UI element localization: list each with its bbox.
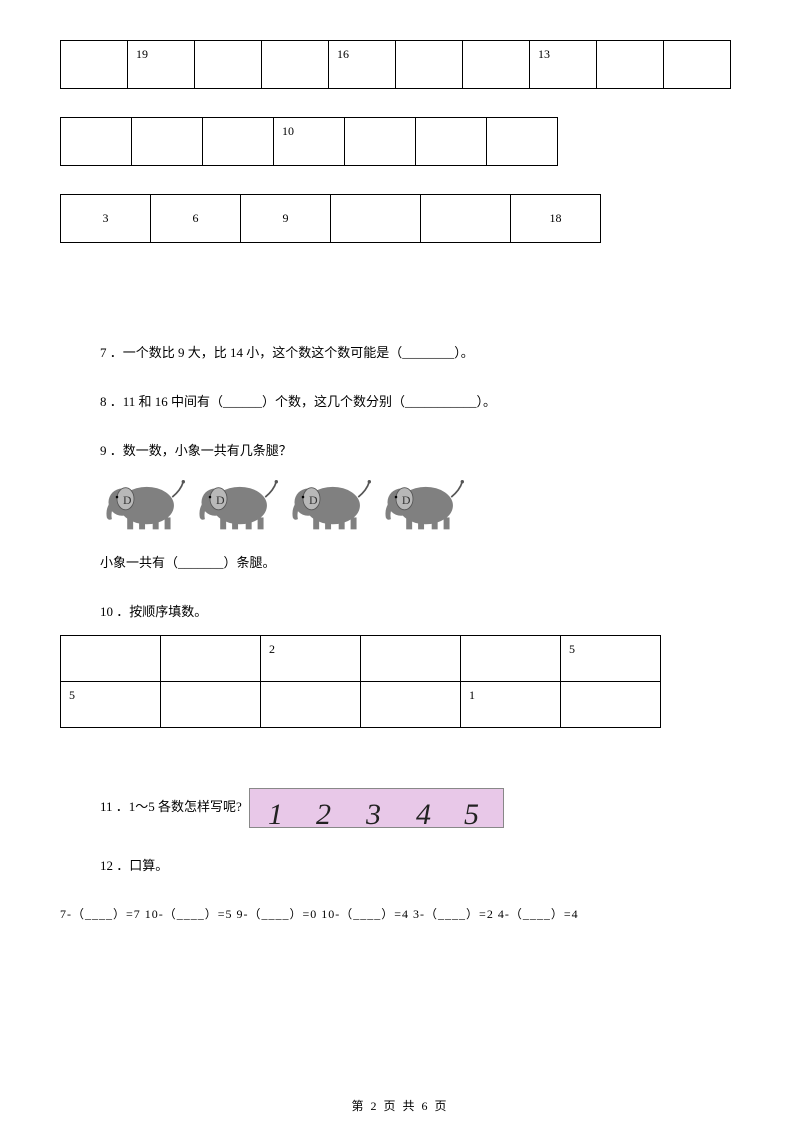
elephant-icon: D xyxy=(286,473,371,533)
table-cell xyxy=(597,41,664,89)
table-cell: 2 xyxy=(261,635,361,681)
table-cell xyxy=(345,118,416,166)
digit-3: 3 xyxy=(366,791,381,839)
table-cell xyxy=(396,41,463,89)
question-11-text: 11 ．1～5 各数怎样写呢? xyxy=(100,799,242,814)
svg-text:D: D xyxy=(402,493,411,507)
digit-1: 1 xyxy=(268,791,283,839)
elephant-icon: D xyxy=(193,473,278,533)
table-cell: 9 xyxy=(241,195,331,243)
svg-text:D: D xyxy=(123,493,132,507)
table-cell: 3 xyxy=(61,195,151,243)
table-cell xyxy=(61,635,161,681)
digit-5: 5 xyxy=(464,791,479,839)
sequence-table-3: 3 6 9 18 xyxy=(60,194,601,243)
table-cell xyxy=(463,41,530,89)
table-cell xyxy=(416,118,487,166)
table-cell xyxy=(61,41,128,89)
question-9-answer: 小象一共有（_______）条腿。 xyxy=(100,553,740,574)
table-cell: 6 xyxy=(151,195,241,243)
elephant-row: D D xyxy=(100,473,740,533)
calculation-line: 7-（____）=7 10-（____）=5 9-（____）=0 10-（__… xyxy=(60,905,740,922)
table-cell: 10 xyxy=(274,118,345,166)
question-8: 8 ．11 和 16 中间有（______）个数，这几个数分别（________… xyxy=(100,392,740,413)
svg-text:D: D xyxy=(309,493,318,507)
table-cell xyxy=(195,41,262,89)
svg-text:D: D xyxy=(216,493,225,507)
handwriting-box: 1 2 3 4 5 xyxy=(249,788,504,828)
table-cell xyxy=(261,681,361,727)
table-cell xyxy=(132,118,203,166)
table-cell xyxy=(361,635,461,681)
page-footer: 第 2 页 共 6 页 xyxy=(0,1097,800,1114)
table-cell xyxy=(664,41,731,89)
question-7: 7 ．一个数比 9 大，比 14 小，这个数这个数可能是（________）。 xyxy=(100,343,740,364)
table-cell: 1 xyxy=(461,681,561,727)
elephant-icon: D xyxy=(100,473,185,533)
table-cell: 18 xyxy=(511,195,601,243)
question-12: 12 ．口算。 xyxy=(100,856,740,877)
table-cell: 5 xyxy=(61,681,161,727)
question-9-title: 9 ．数一数，小象一共有几条腿？ xyxy=(100,441,740,462)
table-cell xyxy=(161,681,261,727)
table-cell xyxy=(361,681,461,727)
table-cell: 19 xyxy=(128,41,195,89)
table-cell xyxy=(161,635,261,681)
table-cell xyxy=(421,195,511,243)
fill-grid-table: 2 5 5 1 xyxy=(60,635,661,728)
table-cell xyxy=(461,635,561,681)
table-cell xyxy=(331,195,421,243)
table-cell: 5 xyxy=(561,635,661,681)
sequence-table-1: 19 16 13 xyxy=(60,40,731,89)
elephant-icon: D xyxy=(379,473,464,533)
question-11: 11 ．1～5 各数怎样写呢? 1 2 3 4 5 xyxy=(100,788,740,828)
digit-2: 2 xyxy=(316,791,331,839)
table-cell xyxy=(561,681,661,727)
sequence-table-2: 10 xyxy=(60,117,558,166)
table-cell xyxy=(487,118,558,166)
table-cell xyxy=(61,118,132,166)
question-10-title: 10 ．按顺序填数。 xyxy=(100,602,740,623)
table-cell xyxy=(203,118,274,166)
digit-4: 4 xyxy=(416,791,431,839)
table-cell xyxy=(262,41,329,89)
table-cell: 13 xyxy=(530,41,597,89)
table-cell: 16 xyxy=(329,41,396,89)
